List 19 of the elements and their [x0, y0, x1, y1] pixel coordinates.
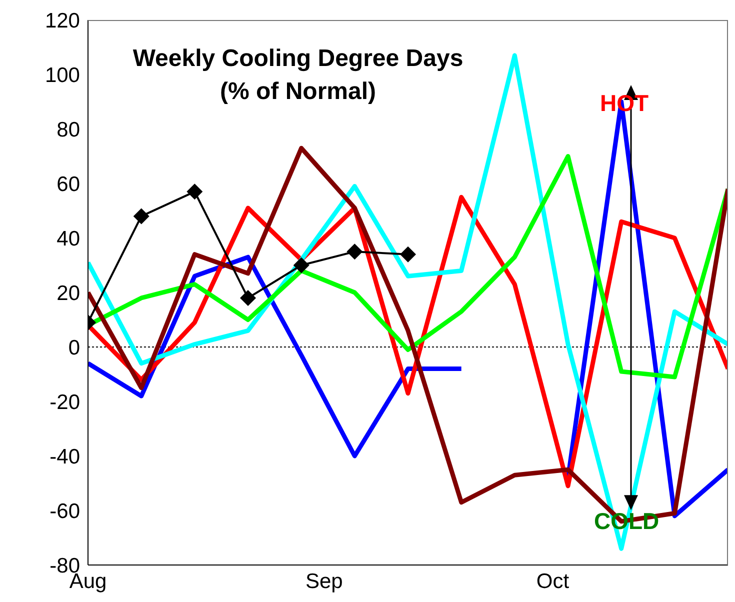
- y-tick-label: 0: [68, 336, 80, 360]
- y-tick-label: 60: [56, 172, 80, 196]
- y-tick-label: 120: [44, 9, 80, 32]
- point: [186, 184, 203, 200]
- y-tick-label: 80: [56, 118, 80, 142]
- y-tick-label: 20: [56, 282, 80, 305]
- point: [133, 208, 150, 224]
- point: [400, 246, 416, 262]
- point: [240, 290, 256, 306]
- y-tick-label: 40: [56, 227, 80, 250]
- y-tick-label: -40: [50, 445, 80, 468]
- point: [346, 244, 363, 260]
- text: Weekly Cooling Degree Days (% of Normal): [132, 44, 464, 107]
- point: [293, 257, 310, 274]
- y-tick-label: -20: [50, 390, 80, 414]
- y-tick-label: 100: [44, 64, 80, 87]
- x-tick-label: Sep: [306, 570, 343, 593]
- x-tick-label: Oct: [536, 570, 570, 593]
- y-tick-label: -60: [50, 500, 80, 523]
